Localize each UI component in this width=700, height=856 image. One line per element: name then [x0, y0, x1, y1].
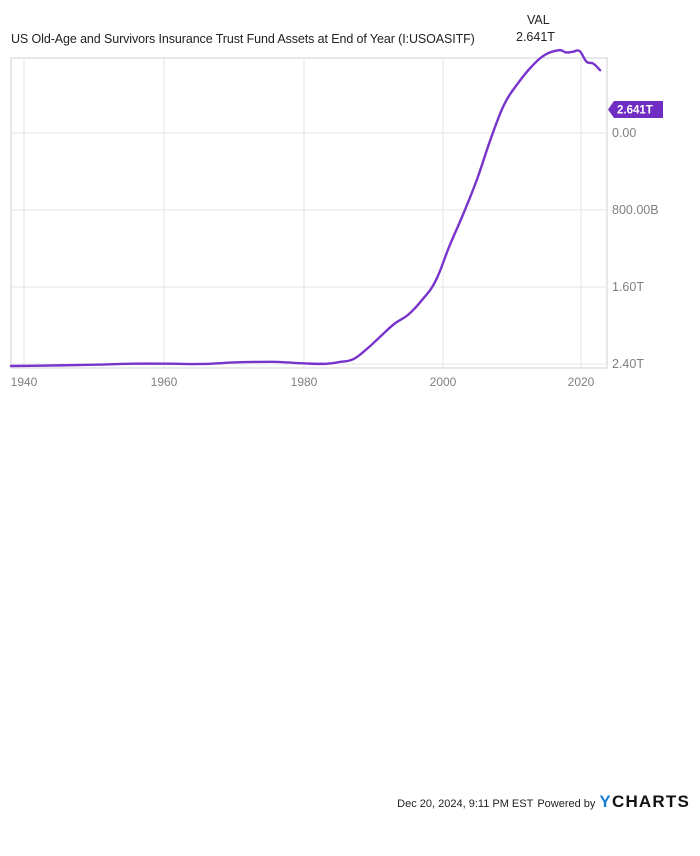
last-value-badge: 2.641T	[608, 101, 663, 118]
y-tick-label-2: 1.60T	[612, 280, 644, 294]
ycharts-logo[interactable]: Y CHARTS	[599, 792, 690, 812]
chart-credit: Dec 20, 2024, 9:11 PM EST Powered by Y CH…	[397, 792, 690, 812]
chart-plot-area[interactable]: 1940 1960 1980 2000 2020 0.00 800.00B 1.60T 2.4…	[0, 0, 700, 400]
y-tick-label-0: 0.00	[612, 126, 636, 140]
line-chart-svg[interactable]: 1940 1960 1980 2000 2020 0.00 800.00B 1.60T 2.4…	[0, 0, 700, 400]
badge-shape	[608, 101, 663, 118]
chart-header: US Old-Age and Survivors Insurance Trust…	[0, 0, 700, 58]
grid-lines	[11, 58, 607, 368]
value-readout-label: VAL	[527, 13, 550, 27]
chart-timestamp: Dec 20, 2024, 9:11 PM EST	[397, 798, 534, 810]
x-axis-tick-labels: 1940 1960 1980 2000 2020	[11, 375, 595, 389]
chart-footer: The Motley Fool Dec 20, 2024, 9:11 PM ES…	[0, 388, 700, 811]
series-line-usoasitf	[9, 48, 602, 368]
y-tick-label-1: 800.00B	[612, 203, 659, 217]
x-tick-label-2000: 2000	[430, 375, 457, 389]
ycharts-logo-text: CHARTS	[611, 792, 690, 811]
ycharts-logo-y: Y	[599, 792, 612, 811]
x-tick-label-1960: 1960	[151, 375, 178, 389]
ycharts-chart-widget: US Old-Age and Survivors Insurance Trust…	[0, 0, 700, 811]
x-tick-label-1940: 1940	[11, 375, 38, 389]
x-tick-label-1980: 1980	[291, 375, 318, 389]
motley-fool-logo: The Motley Fool	[12, 780, 132, 812]
powered-by-label: Powered by	[537, 798, 596, 810]
y-axis-tick-labels: 0.00 800.00B 1.60T 2.40T	[612, 126, 659, 371]
badge-value-text: 2.641T	[617, 105, 653, 117]
page-title: US Old-Age and Survivors Insurance Trust…	[11, 32, 475, 46]
x-tick-label-2020: 2020	[568, 375, 595, 389]
value-readout: VAL 2.641T	[516, 12, 606, 46]
y-tick-label-3: 2.40T	[612, 357, 644, 371]
plot-border	[10, 57, 608, 369]
value-readout-value: 2.641T	[516, 30, 555, 44]
